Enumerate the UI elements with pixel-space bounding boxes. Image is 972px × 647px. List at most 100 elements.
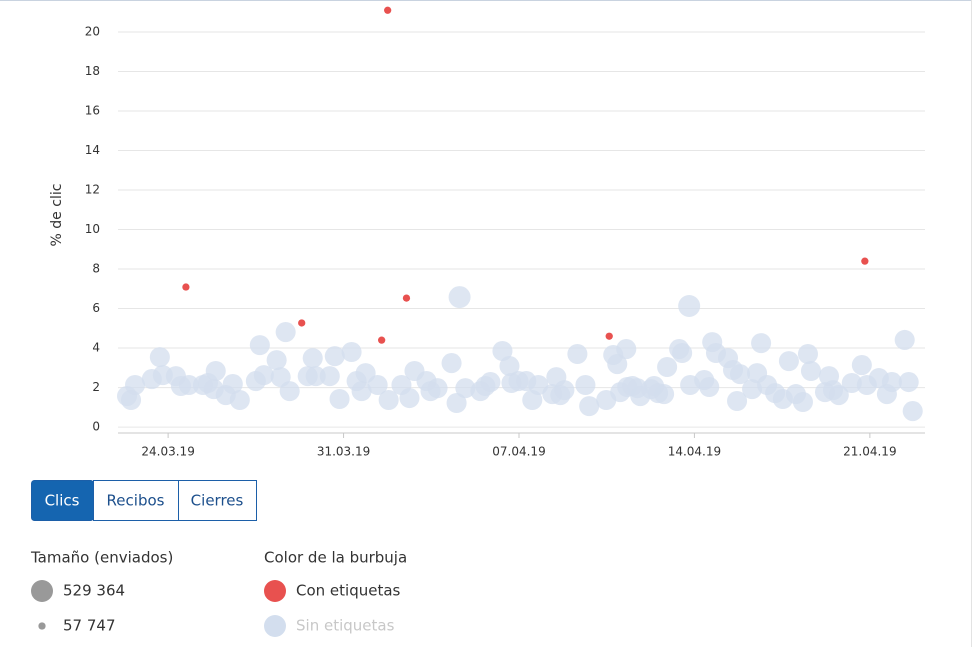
bubble <box>616 339 637 360</box>
bubble <box>797 343 818 365</box>
tab-button[interactable] <box>178 480 257 521</box>
bubble <box>302 348 323 369</box>
bubble <box>499 356 520 377</box>
x-tick-label: 24.03.19 <box>141 445 194 459</box>
bubble <box>266 350 287 371</box>
bubble <box>182 283 190 291</box>
x-tick-label: 31.03.19 <box>317 445 370 459</box>
bubble <box>657 356 678 378</box>
bubble <box>727 390 748 412</box>
bubble <box>298 319 306 327</box>
y-tick-label: 10 <box>85 222 100 236</box>
bubble <box>229 389 250 411</box>
bubble <box>378 389 399 411</box>
y-tick-label: 20 <box>85 25 100 39</box>
color-legend-title: Color de la burbuja <box>264 549 407 567</box>
bubble <box>575 374 596 396</box>
y-tick-label: 6 <box>92 301 100 315</box>
size-legend-label: 57 747 <box>63 617 116 635</box>
bubble <box>607 354 628 375</box>
y-axis-title: % de clic <box>49 184 65 247</box>
bubble <box>249 335 270 356</box>
controls: Clics Recibos Cierres 529 364 57 747 Con etiq… <box>31 480 401 637</box>
y-tick-label: 8 <box>92 262 100 276</box>
y-tick-label: 2 <box>92 380 100 394</box>
bubble <box>828 385 849 406</box>
bubble <box>125 374 146 396</box>
bubble <box>402 294 411 302</box>
y-tick-label: 0 <box>92 420 100 434</box>
bubble <box>742 379 763 400</box>
bubble <box>275 322 296 343</box>
bubble <box>384 6 392 14</box>
y-tick-label: 18 <box>85 64 100 78</box>
bubble <box>446 392 467 414</box>
y-tick-label: 12 <box>85 183 100 197</box>
bubble <box>579 396 600 417</box>
bubble <box>178 374 199 396</box>
bubble <box>427 378 448 399</box>
bubble <box>205 360 226 382</box>
x-tick-label: 07.04.19 <box>492 445 545 459</box>
bubble <box>898 372 919 393</box>
bubble <box>554 380 575 401</box>
bubble <box>279 381 300 402</box>
bubble <box>448 286 471 309</box>
bubble <box>324 346 345 367</box>
bubble <box>678 294 701 317</box>
bubble <box>851 355 872 376</box>
y-tick-label: 4 <box>92 341 100 355</box>
bubble <box>441 353 462 374</box>
bubbles <box>116 6 923 422</box>
bubble <box>861 257 869 265</box>
color-legend-swatch[interactable] <box>264 615 286 637</box>
bubble <box>792 391 813 413</box>
color-legend-label[interactable]: Sin etiquetas <box>296 617 395 635</box>
size-legend-title: Tamaño (enviados) <box>30 549 173 567</box>
bubble <box>567 343 588 365</box>
tab-button-label[interactable]: Clics <box>45 492 80 510</box>
tab-button-label[interactable]: Recibos <box>107 492 165 510</box>
bubble <box>319 366 340 387</box>
bubble <box>894 329 915 350</box>
bubble <box>605 332 613 340</box>
bubble <box>480 372 501 393</box>
grid: 0 2 4 6 8 10 12 14 16 18 20 24.03.19 31.03.19 07.04.1… <box>85 25 925 459</box>
color-legend-swatch[interactable] <box>264 580 286 602</box>
bubble <box>841 372 862 394</box>
size-legend-circle <box>38 622 46 630</box>
bubble <box>654 384 675 405</box>
bubble <box>222 373 243 395</box>
bubble <box>305 366 326 387</box>
bubble <box>699 376 720 398</box>
bubble <box>253 365 274 386</box>
y-tick-label: 16 <box>85 104 100 118</box>
bubble <box>730 364 751 385</box>
bubble <box>800 360 821 382</box>
bubble <box>881 372 902 393</box>
bubble <box>329 388 350 410</box>
bubble <box>351 381 372 402</box>
bubble <box>399 388 420 409</box>
bubble <box>121 389 142 411</box>
bubble <box>751 333 772 354</box>
bubble <box>367 374 388 396</box>
tab-button[interactable] <box>93 480 179 521</box>
bubble <box>149 347 170 368</box>
bubble <box>902 401 923 422</box>
bubble <box>522 389 543 411</box>
y-tick-label: 14 <box>85 143 100 157</box>
color-legend-label[interactable]: Con etiquetas <box>296 582 401 600</box>
size-legend-label: 529 364 <box>63 582 125 600</box>
bubble <box>378 336 386 344</box>
tab-button-label[interactable]: Cierres <box>191 492 244 510</box>
x-tick-label: 14.04.19 <box>668 445 721 459</box>
bubble <box>492 340 513 362</box>
bubble <box>778 351 799 372</box>
size-legend-circle <box>31 580 53 602</box>
bubble <box>455 378 476 399</box>
bubble <box>672 342 693 364</box>
x-tick-label: 21.04.19 <box>843 445 896 459</box>
bubble <box>341 341 362 363</box>
